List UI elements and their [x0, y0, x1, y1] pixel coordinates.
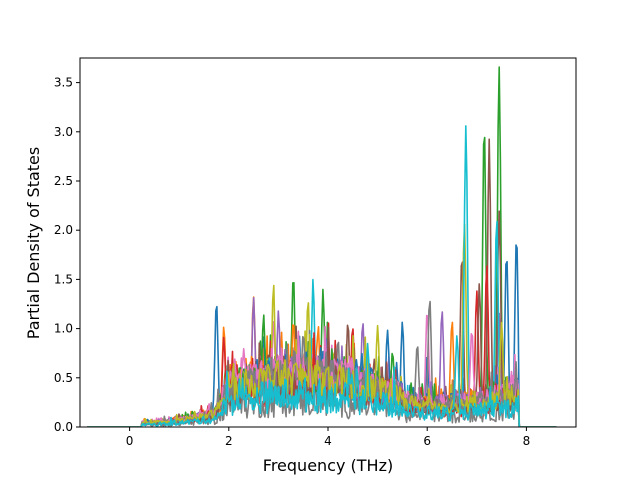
pdos-series-line-20 — [87, 335, 557, 427]
y-tick-label: 2.5 — [54, 174, 73, 188]
x-tick-label: 6 — [423, 434, 431, 448]
x-tick-label: 4 — [324, 434, 332, 448]
x-axis-label: Frequency (THz) — [263, 456, 393, 475]
y-tick-label: 3.0 — [54, 125, 73, 139]
y-tick-label: 0.5 — [54, 371, 73, 385]
x-tick-label: 8 — [523, 434, 531, 448]
axes-layer: 0 2 4 6 8 0.0 0.5 1.0 1.5 2.0 2.5 3.0 3.5 — [54, 57, 577, 448]
x-tick-label: 0 — [126, 434, 134, 448]
y-tick-label: 3.5 — [54, 76, 73, 90]
y-tick-label: 2.0 — [54, 223, 73, 237]
y-tick-label: 1.5 — [54, 272, 73, 286]
y-tick-label: 0.0 — [54, 420, 73, 434]
y-axis-label: Partial Density of States — [24, 147, 43, 339]
x-tick-label: 2 — [225, 434, 233, 448]
y-tick-label: 1.0 — [54, 322, 73, 336]
labels-layer: Frequency (THz) Partial Density of State… — [24, 147, 393, 475]
series-layer — [87, 66, 557, 427]
